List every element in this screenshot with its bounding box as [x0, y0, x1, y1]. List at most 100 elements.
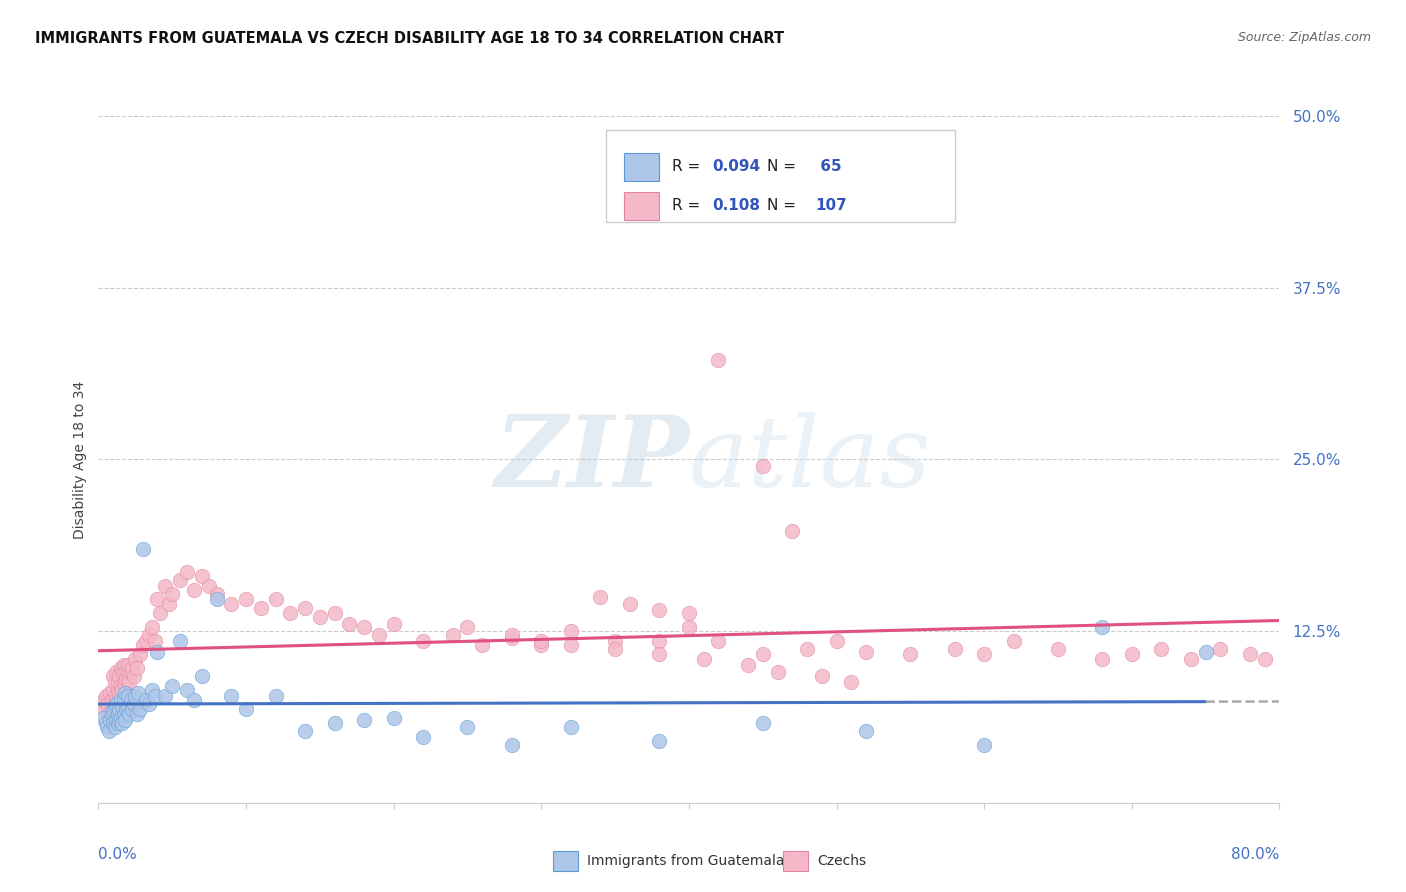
- Point: [114, 665, 136, 680]
- Point: [457, 720, 479, 734]
- Point: [94, 716, 117, 731]
- Point: [125, 706, 148, 721]
- Point: [91, 711, 114, 725]
- Point: [1121, 648, 1143, 662]
- Point: [1254, 651, 1277, 665]
- Point: [112, 674, 135, 689]
- Point: [530, 638, 553, 652]
- Point: [339, 617, 361, 632]
- Point: [98, 714, 121, 728]
- Point: [707, 633, 730, 648]
- Point: [412, 730, 434, 744]
- Point: [855, 724, 877, 739]
- Point: [943, 642, 966, 657]
- Point: [110, 711, 132, 725]
- Text: 0.094: 0.094: [713, 160, 761, 174]
- Point: [323, 606, 346, 620]
- Point: [412, 633, 434, 648]
- Point: [114, 679, 136, 693]
- Point: [323, 716, 346, 731]
- Point: [191, 569, 214, 583]
- Point: [138, 697, 160, 711]
- Point: [146, 592, 169, 607]
- Point: [97, 706, 120, 721]
- Point: [103, 683, 125, 698]
- Point: [153, 579, 176, 593]
- Point: [111, 699, 134, 714]
- Point: [141, 683, 163, 698]
- Point: [94, 689, 117, 703]
- Point: [112, 706, 135, 721]
- Point: [648, 633, 671, 648]
- Point: [560, 638, 582, 652]
- Point: [766, 665, 789, 680]
- Point: [235, 592, 257, 607]
- Point: [752, 716, 775, 731]
- Point: [560, 624, 582, 639]
- Point: [149, 606, 172, 620]
- Point: [132, 638, 155, 652]
- Point: [98, 686, 121, 700]
- Point: [120, 665, 142, 680]
- Point: [122, 669, 145, 683]
- Point: [235, 702, 257, 716]
- Point: [125, 661, 148, 675]
- Text: Immigrants from Guatemala: Immigrants from Guatemala: [588, 855, 785, 868]
- Point: [205, 587, 228, 601]
- Point: [120, 692, 142, 706]
- Point: [121, 702, 143, 716]
- Text: atlas: atlas: [689, 412, 932, 507]
- Point: [96, 720, 118, 734]
- Point: [183, 582, 205, 597]
- Point: [135, 692, 157, 706]
- Point: [183, 692, 205, 706]
- Point: [114, 686, 136, 700]
- Point: [619, 597, 641, 611]
- Point: [501, 738, 523, 752]
- Text: 107: 107: [815, 198, 846, 213]
- Point: [1209, 642, 1232, 657]
- Point: [221, 689, 243, 703]
- Text: ZIP: ZIP: [494, 411, 689, 508]
- Point: [111, 716, 134, 731]
- Point: [1239, 648, 1261, 662]
- Point: [560, 720, 582, 734]
- Point: [678, 606, 700, 620]
- Point: [100, 706, 122, 721]
- Point: [104, 689, 127, 703]
- Point: [107, 706, 129, 721]
- Point: [143, 689, 166, 703]
- Point: [1195, 645, 1218, 659]
- Point: [93, 692, 115, 706]
- Point: [118, 706, 141, 721]
- Text: N =: N =: [766, 160, 800, 174]
- Text: 0.0%: 0.0%: [98, 847, 138, 863]
- Text: Czechs: Czechs: [818, 855, 866, 868]
- Point: [900, 648, 922, 662]
- Point: [309, 610, 332, 624]
- Point: [124, 651, 146, 665]
- Point: [105, 714, 128, 728]
- Point: [110, 661, 132, 675]
- Point: [104, 720, 127, 734]
- Point: [117, 699, 139, 714]
- Point: [678, 620, 700, 634]
- Text: 65: 65: [815, 160, 842, 174]
- Point: [471, 638, 494, 652]
- Point: [648, 603, 671, 617]
- Point: [105, 692, 128, 706]
- Point: [103, 702, 125, 716]
- Point: [280, 606, 302, 620]
- Point: [162, 679, 183, 693]
- Point: [973, 738, 995, 752]
- Point: [382, 617, 405, 632]
- Point: [198, 579, 221, 593]
- Point: [112, 692, 135, 706]
- Text: R =: R =: [672, 198, 706, 213]
- Point: [108, 669, 131, 683]
- Point: [176, 683, 198, 698]
- Point: [841, 674, 863, 689]
- Point: [128, 648, 150, 662]
- Point: [153, 689, 176, 703]
- Point: [117, 658, 139, 673]
